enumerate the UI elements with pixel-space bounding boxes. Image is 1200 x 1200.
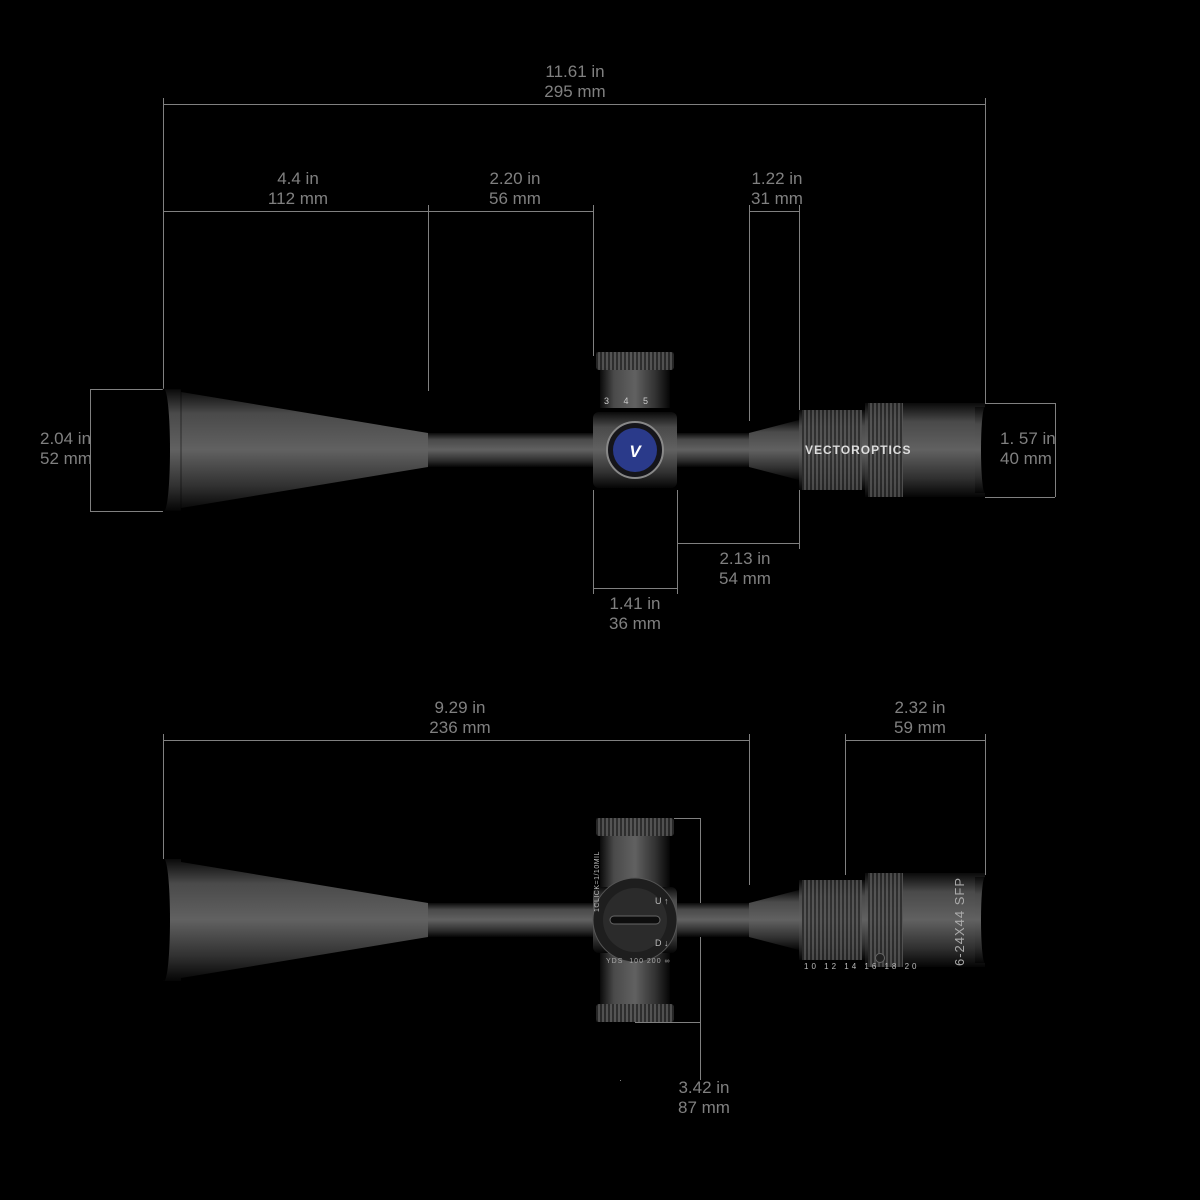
dim-mm: 56 mm <box>489 189 541 208</box>
dim-total: 11.61 in 295 mm <box>520 62 630 101</box>
click-text: 1CLICK=1/10MIL <box>594 851 601 912</box>
model-text: 6-24X44 SFP <box>952 877 967 966</box>
dim-mm: 295 mm <box>544 82 605 101</box>
dim-ext <box>700 1022 701 1080</box>
brand-text: VECTOROPTICS <box>805 443 911 457</box>
dim-mm: 236 mm <box>429 718 490 737</box>
dim-line-obj-dia-top <box>90 389 163 390</box>
dim-ext <box>749 740 750 885</box>
knurl-eyepiece-top <box>868 873 903 967</box>
svg-text:V: V <box>629 442 642 461</box>
dim-mm: 59 mm <box>894 718 946 737</box>
dim-reartube: 2.13 in 54 mm <box>700 549 790 588</box>
dim-mm: 36 mm <box>609 614 661 633</box>
knurl-turret-dn <box>596 1004 674 1022</box>
parallax-yds: YDS 100 200 ∞ <box>606 958 671 965</box>
dim-ext <box>163 740 164 860</box>
dim-in: 4.4 in <box>277 169 319 188</box>
dim-turretspan: 3.42 in 87 mm <box>654 1078 754 1117</box>
dim-tube-front: 4.4 in 112 mm <box>253 169 343 208</box>
dim-line-turretspan <box>620 1080 621 1081</box>
dim-turret-gap: 2.20 in 56 mm <box>470 169 560 208</box>
svg-text:D ↓: D ↓ <box>655 938 669 948</box>
dim-ext <box>985 740 986 875</box>
dim-ext <box>428 211 429 391</box>
dim-line-magring <box>749 211 799 212</box>
dim-ext <box>845 740 846 875</box>
dim-ext <box>593 211 594 356</box>
dim-in: 1. 57 in <box>1000 429 1056 448</box>
dim-ext <box>985 104 986 404</box>
knurl-turret-up <box>596 818 674 836</box>
dim-mm: 54 mm <box>719 569 771 588</box>
turret-numbers: 3 4 5 <box>604 396 654 406</box>
dim-in: 11.61 in <box>545 62 604 81</box>
svg-text:U ↑: U ↑ <box>655 896 669 906</box>
dim-in: 2.32 in <box>894 698 945 717</box>
eyepiece-dot <box>875 953 885 963</box>
dim-ext <box>163 104 164 389</box>
dim-line-total <box>163 104 985 105</box>
dim-in: 3.42 in <box>678 1078 729 1097</box>
dim-obj-dia: 2.04 in 52 mm <box>40 429 150 468</box>
dim-mm: 52 mm <box>40 449 92 468</box>
dim-line-topfront <box>163 740 749 741</box>
dim-vline <box>700 818 701 1022</box>
dim-in: 1.22 in <box>751 169 802 188</box>
dim-mm: 40 mm <box>1000 449 1052 468</box>
dim-line-housing <box>593 588 677 589</box>
mag-numbers: 10 12 14 16 18 20 <box>804 962 920 971</box>
dim-topfront: 9.29 in 236 mm <box>410 698 510 737</box>
dim-tick <box>677 537 678 549</box>
dim-housing: 1.41 in 36 mm <box>570 594 700 633</box>
dim-tick <box>799 480 800 549</box>
dim-in: 1.41 in <box>609 594 660 613</box>
knurl-top-turret <box>596 352 674 370</box>
dim-mm: 87 mm <box>678 1098 730 1117</box>
dim-tick <box>593 490 594 594</box>
dim-line-toprear <box>845 740 985 741</box>
dim-toprear: 2.32 in 59 mm <box>870 698 970 737</box>
dim-mm: 31 mm <box>751 189 803 208</box>
dim-in: 2.04 in <box>40 429 91 448</box>
dim-line-tier2 <box>163 211 428 212</box>
dim-line-obj-dia-bot <box>90 511 163 512</box>
dim-line-eye-bot <box>985 497 1055 498</box>
knurl-magring-top <box>802 880 862 960</box>
dim-hline-turretspan-bot <box>635 1022 700 1023</box>
dim-ext <box>749 211 750 421</box>
diagram-canvas: 11.61 in 295 mm 4.4 in 112 mm 2.20 in 56… <box>0 0 1200 1200</box>
dim-line-reartube <box>677 543 799 544</box>
dim-in: 2.20 in <box>489 169 540 188</box>
dim-in: 9.29 in <box>434 698 485 717</box>
dim-magring: 1.22 in 31 mm <box>732 169 822 208</box>
dim-eye-dia: 1. 57 in 40 mm <box>1000 429 1110 468</box>
dim-mm: 112 mm <box>268 189 328 208</box>
dim-in: 2.13 in <box>719 549 770 568</box>
dim-line-tier2b <box>428 211 593 212</box>
dim-ext <box>799 211 800 421</box>
dim-line-eye-top <box>985 403 1055 404</box>
